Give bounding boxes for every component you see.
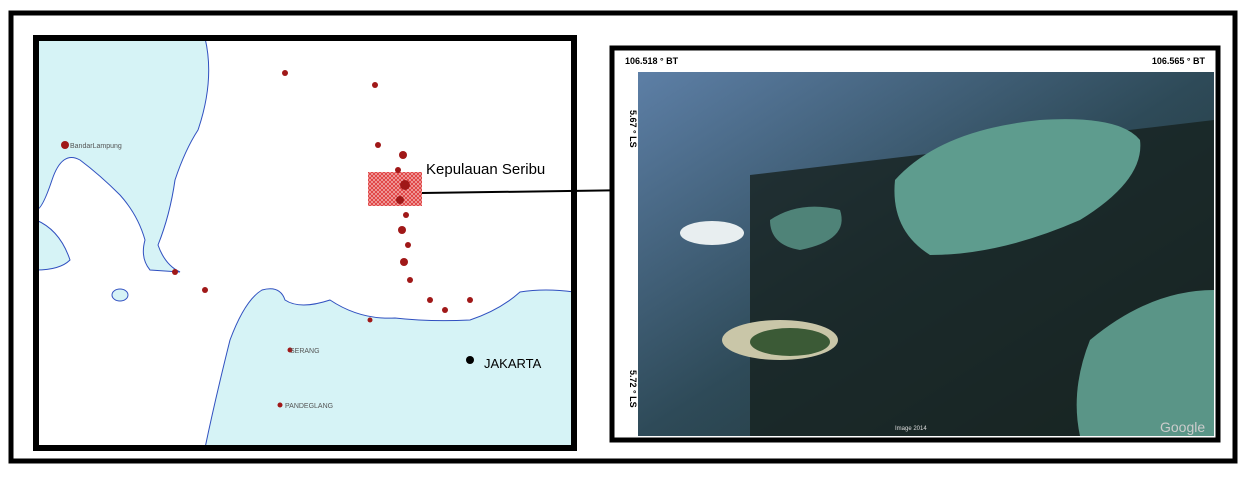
island-vegetation — [750, 328, 830, 356]
coord-label: 5.67 ° LS — [628, 110, 638, 148]
brand: Google — [1160, 419, 1205, 435]
label-jakarta: JAKARTA — [484, 356, 542, 371]
label-kepulauan-seribu: Kepulauan Seribu — [426, 161, 545, 178]
coord-label: 5.72 ° LS — [628, 370, 638, 408]
left-map: Kepulauan Seribu JAKARTA BandarLampung S… — [36, 38, 660, 448]
coord-label: 106.518 ° BT — [625, 56, 679, 66]
label-city: SERANG — [290, 348, 320, 355]
small-island — [112, 289, 128, 301]
label-city: PANDEGLANG — [285, 403, 333, 410]
image-credit: Image 2014 — [895, 426, 927, 432]
coord-label: 106.565 ° BT — [1152, 56, 1206, 66]
page: Kepulauan Seribu JAKARTA BandarLampung S… — [0, 0, 1244, 477]
study-area — [368, 172, 422, 206]
figure: Kepulauan Seribu JAKARTA BandarLampung S… — [0, 0, 1244, 472]
island — [680, 221, 744, 245]
label-city: BandarLampung — [70, 143, 122, 150]
right-image: 106.518 ° BT 106.565 ° BT 5.67 ° LS 5.72… — [612, 48, 1218, 440]
